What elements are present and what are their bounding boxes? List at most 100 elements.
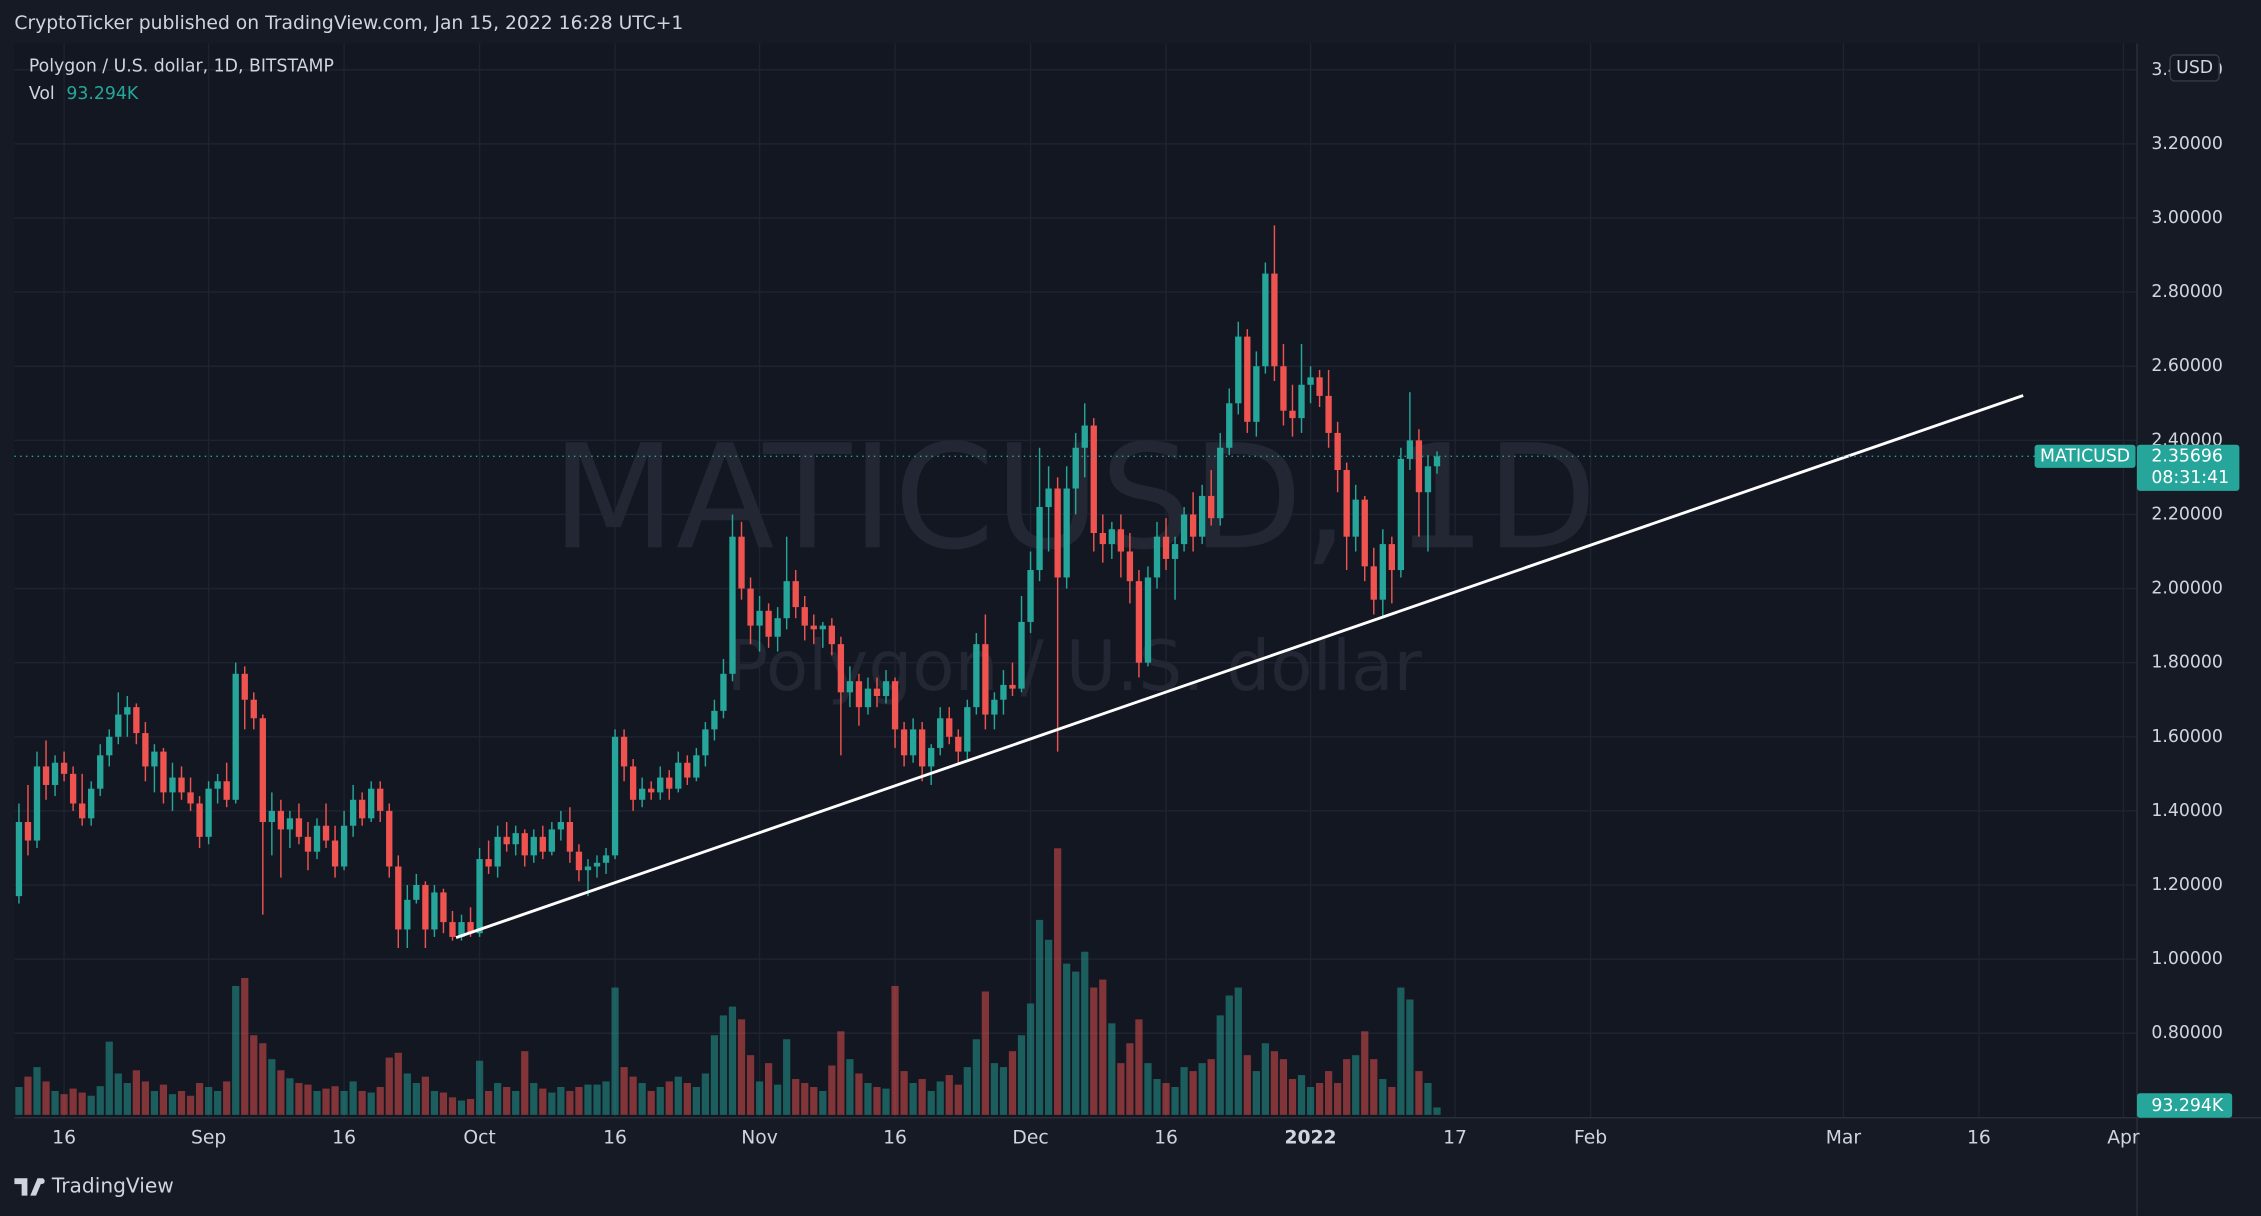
candle-body xyxy=(1018,621,1025,689)
currency-label[interactable]: USD xyxy=(2176,58,2213,78)
volume-bar xyxy=(674,1076,682,1115)
volume-bar xyxy=(159,1084,168,1115)
price-label: 2.35696 xyxy=(2151,446,2223,466)
candle-body xyxy=(684,762,691,778)
volume-bar xyxy=(999,1067,1008,1115)
volume-bar xyxy=(51,1090,59,1115)
volume-bar xyxy=(177,1090,186,1115)
candle-body xyxy=(1063,488,1070,578)
volume-bar xyxy=(150,1090,159,1115)
symbol-label: MATICUSD xyxy=(2040,446,2130,466)
trendline xyxy=(455,394,2024,940)
candle-body xyxy=(946,718,953,737)
tradingview-logo[interactable]: TradingView xyxy=(14,1173,174,1197)
candle-body xyxy=(368,788,375,819)
candle-body xyxy=(232,673,239,800)
volume-bar xyxy=(864,1083,872,1115)
candle-body xyxy=(864,688,872,708)
volume-bar xyxy=(241,977,249,1115)
volume-bar xyxy=(819,1090,827,1115)
header: CryptoTicker published on TradingView.co… xyxy=(14,13,683,34)
candle-body xyxy=(1144,577,1152,663)
volume-bar xyxy=(1189,1071,1197,1115)
candle-body xyxy=(846,681,854,693)
candle-body xyxy=(584,866,592,871)
candle-body xyxy=(24,822,32,841)
candle-body xyxy=(160,751,167,793)
candles xyxy=(15,225,1441,949)
candle-body xyxy=(1253,366,1260,422)
candle-body xyxy=(377,788,384,811)
candle-body xyxy=(205,788,212,837)
volume-bar xyxy=(683,1083,691,1115)
candle-body xyxy=(837,644,845,693)
candle-body xyxy=(259,718,266,823)
candle-body xyxy=(801,607,808,626)
candle-body xyxy=(187,792,194,804)
volume-bar xyxy=(1072,971,1080,1115)
volume-bar xyxy=(1279,1059,1288,1115)
candle-body xyxy=(395,866,402,930)
candle-body xyxy=(33,766,41,841)
volume-bar xyxy=(114,1073,122,1115)
candle-body xyxy=(476,859,483,934)
volume-bar xyxy=(656,1086,664,1115)
x-tick-label: 2022 xyxy=(1284,1127,1336,1148)
volume-bar xyxy=(891,985,899,1115)
x-tick-label: Dec xyxy=(1012,1127,1048,1148)
volume-bar xyxy=(250,1035,258,1115)
candle-body xyxy=(1424,466,1432,493)
volume-bar xyxy=(755,1081,764,1115)
volume-bar xyxy=(277,1070,285,1115)
candle-body xyxy=(15,822,23,897)
volume-bar xyxy=(828,1065,836,1115)
volume-bar xyxy=(764,1063,773,1115)
candle-body xyxy=(1198,495,1206,537)
footer-brand: TradingView xyxy=(51,1173,174,1197)
candle-body xyxy=(955,736,962,752)
volume-bar xyxy=(232,985,240,1115)
y-tick-label: 2.80000 xyxy=(2151,282,2223,302)
volume-bar xyxy=(1171,1086,1179,1115)
candle-body xyxy=(1090,425,1097,533)
candle-body xyxy=(1406,440,1414,459)
volume-bar xyxy=(593,1084,601,1115)
legend-volume-value: 93.294K xyxy=(66,84,139,104)
volume-bar xyxy=(1324,1071,1333,1115)
candle-body xyxy=(503,836,510,845)
volume-bar xyxy=(936,1081,944,1115)
candle-body xyxy=(1153,536,1161,578)
volume-bar xyxy=(304,1084,312,1115)
volume-bar xyxy=(792,1079,800,1115)
candle-body xyxy=(322,825,330,841)
volume-bar xyxy=(466,1098,475,1115)
volume-pane xyxy=(15,848,1441,1115)
candle-body xyxy=(340,825,348,867)
candle-body xyxy=(42,766,50,785)
volume-bar xyxy=(1108,1023,1116,1115)
candle-body xyxy=(1235,336,1242,404)
volume-bar xyxy=(1090,987,1098,1115)
volume-bar xyxy=(223,1081,231,1115)
volume-bar xyxy=(1054,848,1062,1115)
volume-bar xyxy=(1370,1059,1378,1115)
y-tick-label: 1.00000 xyxy=(2151,949,2223,969)
volume-bar xyxy=(530,1083,538,1115)
x-tick-label: Oct xyxy=(463,1127,495,1148)
volume-bar xyxy=(846,1059,854,1115)
volume-bar xyxy=(1315,1083,1324,1115)
candle-body xyxy=(756,610,763,626)
y-tick-label: 2.60000 xyxy=(2151,356,2223,376)
candle-body xyxy=(1343,469,1350,537)
candle-body xyxy=(88,788,95,819)
candle-body xyxy=(422,885,429,930)
x-tick-label: 16 xyxy=(603,1127,627,1148)
volume-bar xyxy=(963,1067,971,1115)
volume-bar xyxy=(1198,1063,1206,1115)
volume-bar xyxy=(602,1081,610,1115)
volume-bar xyxy=(340,1090,348,1115)
volume-bar xyxy=(1035,919,1044,1115)
volume-bar xyxy=(638,1083,646,1115)
currency-badge[interactable] xyxy=(2169,54,2220,82)
volume-bar xyxy=(1225,995,1233,1115)
